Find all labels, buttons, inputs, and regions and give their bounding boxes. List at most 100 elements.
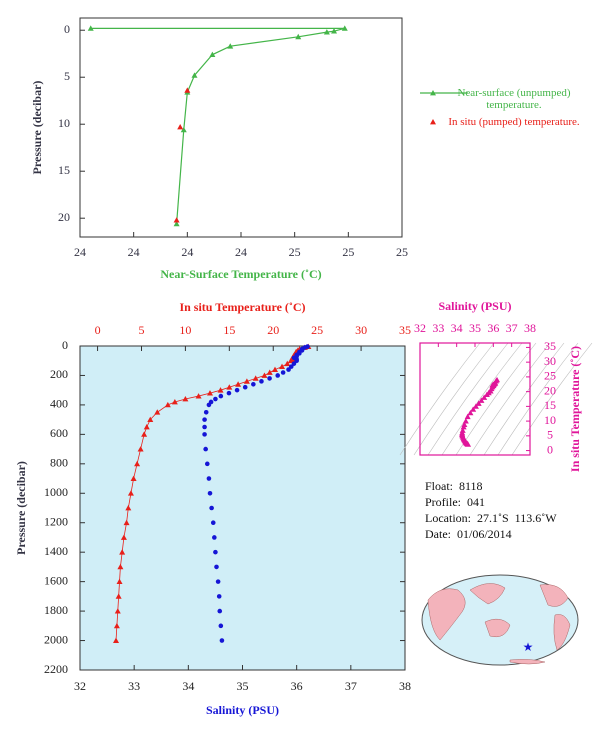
x2-tick-label: 15 <box>223 323 235 337</box>
marker <box>117 563 124 570</box>
marker <box>216 594 222 599</box>
x-tick-label: 24 <box>181 245 193 259</box>
y-tick-label: 0 <box>547 442 553 456</box>
marker <box>202 417 207 422</box>
y-tick-label: 800 <box>50 456 68 470</box>
marker <box>217 387 224 393</box>
marker <box>460 424 467 430</box>
x-axis-label: Salinity (PSU) <box>438 299 511 313</box>
marker <box>207 490 213 496</box>
y-tick-label: 2000 <box>44 632 68 646</box>
x-tick-label: 34 <box>182 679 194 693</box>
marker <box>202 432 207 437</box>
x-tick-label: 36 <box>487 321 499 335</box>
marker <box>213 396 218 402</box>
marker <box>286 367 291 372</box>
marker <box>123 519 130 526</box>
y-tick-label: 5 <box>64 69 70 83</box>
density-contour <box>483 342 565 456</box>
marker <box>459 427 466 433</box>
plot-frame <box>79 17 403 238</box>
x-axis-label: Salinity (PSU) <box>206 703 279 717</box>
x-tick-label: 24 <box>74 245 86 259</box>
marker <box>87 25 94 31</box>
x-tick-label: 25 <box>342 245 354 259</box>
float-info: Profile: 041 <box>425 495 485 509</box>
legend-entry: Near-surface (unpumped) temperature. <box>457 87 571 111</box>
marker <box>207 390 213 396</box>
x2-tick-label: 30 <box>355 323 367 337</box>
marker <box>203 409 209 415</box>
marker <box>180 126 187 133</box>
marker <box>295 33 302 40</box>
marker <box>467 409 474 416</box>
legend-marker <box>430 119 436 125</box>
marker <box>226 384 233 390</box>
x2-tick-label: 25 <box>311 323 323 337</box>
x-tick-label: 25 <box>396 245 408 259</box>
marker <box>217 608 223 614</box>
marker <box>243 378 250 384</box>
marker <box>218 393 224 399</box>
marker <box>341 25 348 31</box>
x-tick-label: 37 <box>506 321 518 335</box>
y-tick-label: 25 <box>544 369 556 383</box>
marker <box>235 381 242 387</box>
x-tick-label: 32 <box>74 679 86 693</box>
marker <box>478 397 485 403</box>
marker <box>137 446 144 452</box>
y-tick-label: 400 <box>50 397 68 411</box>
density-contour <box>469 342 551 456</box>
marker <box>119 549 126 555</box>
marker <box>213 549 218 555</box>
marker <box>115 593 122 599</box>
marker <box>251 381 256 387</box>
marker <box>203 446 208 452</box>
x-tick-label: 35 <box>469 321 481 335</box>
marker <box>127 490 134 496</box>
marker <box>481 394 488 400</box>
y-tick-label: 1600 <box>44 573 68 587</box>
marker <box>173 217 180 223</box>
marker <box>177 124 184 130</box>
y-axis-label: Pressure (decibar) <box>30 81 44 175</box>
marker <box>331 28 338 34</box>
y-axis-label: In situ Temperature (˚C) <box>568 346 582 472</box>
x2-tick-label: 0 <box>95 323 101 337</box>
marker <box>147 416 154 423</box>
y-tick-label: 1400 <box>44 544 68 558</box>
x2-tick-label: 5 <box>138 323 144 337</box>
x2-tick-label: 35 <box>399 323 411 337</box>
legend-marker <box>430 90 436 96</box>
marker <box>261 372 268 378</box>
x-tick-label: 24 <box>128 245 140 259</box>
marker <box>234 387 240 393</box>
y-tick-label: 5 <box>547 428 553 442</box>
density-contour <box>441 342 523 456</box>
marker <box>182 396 189 402</box>
marker <box>212 535 217 540</box>
legend-label: Near-surface (unpumped) temperature. <box>457 87 571 111</box>
y-tick-label: 20 <box>544 383 556 397</box>
x-tick-label: 34 <box>451 321 463 335</box>
marker <box>184 87 191 93</box>
density-contour <box>497 342 579 456</box>
marker <box>125 505 132 511</box>
marker <box>287 357 294 364</box>
marker <box>464 413 471 420</box>
y-tick-label: 30 <box>544 354 556 368</box>
marker <box>218 623 224 629</box>
x2-axis-label: In situ Temperature (˚C) <box>179 300 305 314</box>
x-axis-label: Near-Surface Temperature (˚C) <box>160 267 321 281</box>
marker <box>143 424 150 430</box>
marker <box>470 406 477 412</box>
y-tick-label: 15 <box>544 398 556 412</box>
marker <box>465 441 472 447</box>
marker <box>130 475 137 481</box>
marker <box>288 364 294 369</box>
y-tick-label: 0 <box>62 338 68 352</box>
marker <box>113 637 120 643</box>
marker <box>219 638 225 643</box>
marker <box>242 384 248 390</box>
density-contour <box>399 342 481 456</box>
